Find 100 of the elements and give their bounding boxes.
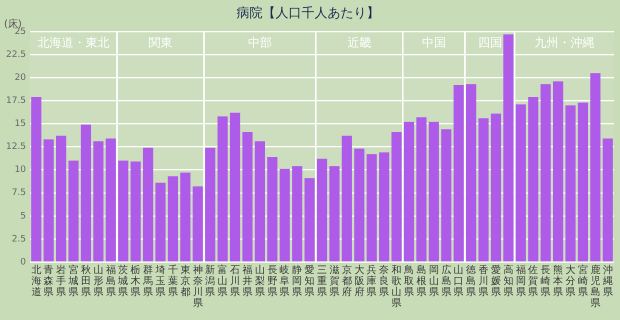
x-tick-label: 福井県 — [241, 265, 254, 298]
bar — [540, 84, 551, 262]
bar — [354, 148, 364, 262]
x-tick-label: 岐阜県 — [278, 265, 291, 298]
x-tick-label: 石川県 — [229, 265, 242, 298]
bar — [466, 84, 476, 262]
x-tick-label: 神奈川県 — [192, 265, 204, 309]
x-tick-label: 宮城県 — [68, 265, 80, 298]
x-tick-label: 京都府 — [340, 265, 353, 298]
bar — [565, 105, 576, 262]
x-tick-label: 群馬県 — [142, 265, 154, 298]
x-tick-label: 長崎県 — [540, 265, 552, 298]
bar — [130, 162, 141, 262]
x-tick-label: 佐賀県 — [527, 265, 540, 298]
bar — [503, 34, 514, 262]
bar — [441, 129, 452, 262]
x-tick-label: 和歌山県 — [390, 265, 403, 309]
x-tick-label: 高知県 — [502, 265, 514, 298]
x-tick-label: 三重県 — [316, 265, 328, 298]
band-label: 関東 — [148, 36, 172, 50]
bar — [528, 97, 538, 262]
bar — [428, 122, 439, 262]
x-tick-label: 北海道 — [30, 265, 42, 298]
bar — [230, 112, 240, 262]
band-label: 中国 — [422, 36, 446, 50]
bar — [180, 172, 190, 262]
bar — [552, 81, 564, 262]
bar — [168, 176, 178, 262]
x-tick-label: 山形県 — [92, 265, 104, 298]
bar — [44, 139, 54, 262]
bar — [267, 156, 278, 262]
bar — [416, 117, 427, 262]
x-tick-label: 愛媛県 — [490, 265, 502, 298]
y-tick-label: 10 — [14, 165, 26, 176]
bar — [590, 73, 600, 262]
bar — [242, 132, 253, 262]
x-tick-label: 栃木県 — [130, 265, 142, 298]
x-tick-label: 山口県 — [452, 265, 465, 298]
band-label: 近畿 — [347, 36, 372, 50]
x-tick-label: 奈良県 — [378, 265, 390, 298]
x-tick-label: 兵庫県 — [366, 265, 378, 298]
x-tick-label: 鹿児島県 — [589, 265, 602, 309]
x-tick-label: 島根県 — [415, 265, 428, 298]
bar — [478, 118, 489, 262]
x-tick-label: 岡山県 — [428, 265, 440, 298]
x-tick-label: 静岡県 — [291, 265, 304, 298]
y-tick-label: 7.5 — [12, 188, 26, 198]
x-tick-label: 愛知県 — [304, 265, 316, 298]
bar — [304, 178, 315, 262]
bar — [516, 104, 526, 262]
bar — [254, 141, 265, 262]
y-tick-label: 20 — [14, 73, 26, 84]
x-tick-label: 広島県 — [440, 265, 452, 298]
x-tick-label: 徳島県 — [465, 265, 478, 298]
y-tick-label: 15 — [14, 119, 26, 130]
band-label: 北海道・東北 — [38, 36, 110, 50]
bar — [379, 152, 390, 262]
x-tick-label: 宮崎県 — [576, 265, 589, 298]
x-tick-label: 熊本県 — [552, 265, 564, 298]
x-tick-label: 東京都 — [179, 265, 192, 298]
bar — [118, 160, 128, 262]
bar — [155, 182, 166, 262]
bar — [292, 166, 302, 262]
band-label: 九州・沖縄 — [534, 36, 594, 50]
x-tick-label: 埼玉県 — [154, 265, 166, 298]
x-tick-label: 岩手県 — [55, 265, 68, 298]
x-tick-label: 長野県 — [266, 265, 278, 298]
bar — [205, 148, 216, 262]
bar — [329, 166, 340, 262]
bar — [404, 122, 414, 262]
x-tick-label: 新潟県 — [204, 265, 216, 298]
bar — [192, 186, 203, 262]
bar — [602, 138, 613, 262]
y-tick-label: 22.5 — [6, 50, 26, 60]
x-tick-label: 富山県 — [216, 265, 229, 298]
band-label: 中部 — [248, 36, 272, 50]
bar — [93, 141, 104, 262]
x-tick-label: 沖縄県 — [602, 265, 614, 298]
x-tick-label: 大阪府 — [353, 265, 366, 298]
chart-title: 病院【人口千人あたり】 — [236, 6, 380, 22]
bar — [56, 136, 66, 262]
bar — [578, 102, 588, 262]
x-tick-label: 福岡県 — [514, 265, 527, 298]
bar — [31, 97, 42, 262]
bar — [366, 154, 377, 262]
bar — [106, 138, 116, 262]
x-tick-label: 福島県 — [104, 265, 117, 298]
y-tick-label: 5 — [20, 211, 26, 222]
bar — [490, 114, 502, 262]
x-tick-label: 山梨県 — [254, 265, 266, 298]
y-tick-label: 0 — [20, 257, 26, 268]
bar — [280, 168, 290, 262]
x-tick-label: 大分県 — [564, 265, 576, 298]
bar — [142, 148, 154, 262]
x-tick-label: 秋田県 — [80, 265, 92, 298]
x-tick-label: 茨城県 — [117, 265, 130, 298]
bar — [68, 160, 79, 262]
band-label: 四国 — [478, 36, 502, 50]
bar — [454, 85, 464, 262]
y-tick-label: 12.5 — [6, 142, 26, 152]
